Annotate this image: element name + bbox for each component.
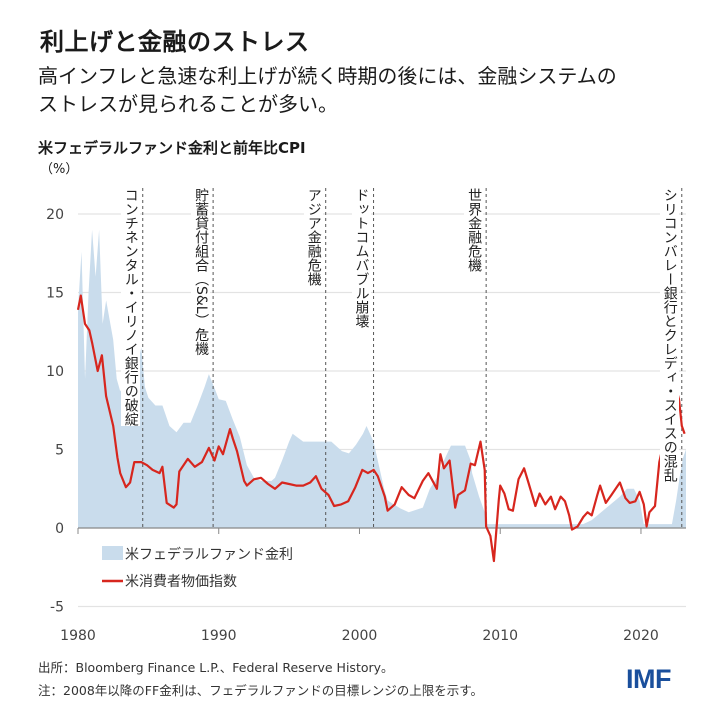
fed-funds-area <box>78 229 686 528</box>
x-tick-label: 1990 <box>201 628 237 644</box>
imf-logo: IMF <box>626 664 672 694</box>
y-tick-label: 20 <box>46 207 64 223</box>
subtitle-line-1: 高インフレと急速な利上げが続く時期の後には、金融システムの <box>38 64 617 88</box>
x-tick-label: 2020 <box>623 628 659 644</box>
source-note: 出所：Bloomberg Finance L.P.、Federal Reserv… <box>38 660 394 675</box>
event-label: コンチネンタル・イリノイ銀行の破綻 <box>120 188 140 426</box>
x-tick-label: 2000 <box>342 628 378 644</box>
event-label: アジア金融危機 <box>303 188 323 286</box>
event-label: 貯蓄貸付組合（S&L）危機 <box>191 188 211 356</box>
legend-label-fed-funds: 米フェデラルファンド金利 <box>125 546 293 563</box>
event-label: 世界金融危機 <box>464 188 484 272</box>
legend-swatch-fed-funds <box>102 546 123 560</box>
chart-title: 米フェデラルファンド金利と前年比CPI <box>38 139 306 157</box>
y-tick-label: -5 <box>50 600 64 616</box>
event-label: シリコンバレー銀行とクレディ・スイスの混乱 <box>659 188 679 482</box>
y-tick-label: 10 <box>46 364 64 380</box>
footnote: 注：2008年以降のFF金利は、フェデラルファンドの目標レンジの上限を示す。 <box>38 683 483 698</box>
y-axis-unit: （%） <box>40 162 79 177</box>
legend-label-cpi: 米消費者物価指数 <box>125 574 237 590</box>
subtitle-line-2: ストレスが見られることが多い。 <box>38 92 338 116</box>
event-label: ドットコムバブル崩壊 <box>351 188 371 328</box>
x-tick-label: 2010 <box>482 628 518 644</box>
y-tick-label: 15 <box>46 286 64 302</box>
y-tick-label: 5 <box>55 443 64 459</box>
x-tick-label: 1980 <box>60 628 96 644</box>
cpi-line <box>76 294 686 563</box>
y-tick-label: 0 <box>55 521 64 537</box>
page-title: 利上げと金融のストレス <box>40 28 310 56</box>
